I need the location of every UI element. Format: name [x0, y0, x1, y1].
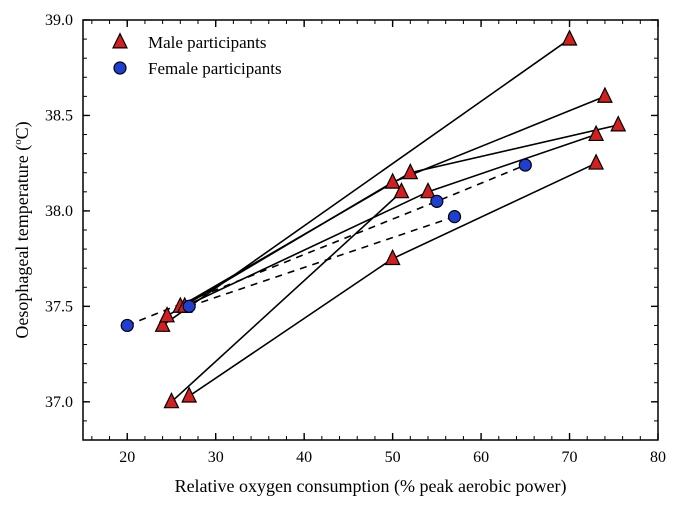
- x-tick-label: 50: [385, 449, 401, 466]
- y-tick-label: 39.0: [45, 12, 73, 29]
- x-axis-label: Relative oxygen consumption (% peak aero…: [175, 476, 567, 497]
- x-tick-label: 80: [650, 449, 666, 466]
- y-axis-label: Oesophageal temperature (oC): [12, 121, 33, 338]
- y-tick-label: 38.0: [45, 203, 73, 220]
- female-marker-circle: [183, 300, 195, 312]
- x-tick-label: 30: [208, 449, 224, 466]
- svg-text:Oesophageal temperature (oC): Oesophageal temperature (oC): [12, 121, 33, 338]
- x-tick-label: 40: [296, 449, 312, 466]
- female-marker-circle: [121, 319, 133, 331]
- female-marker-circle: [114, 62, 126, 74]
- chart-container: 20 30 40 50 60 70 80 37.0 37.5 38.0 38.5 39.0 Relati…: [0, 0, 685, 506]
- y-tick-label: 37.5: [45, 298, 73, 315]
- female-marker-circle: [431, 195, 443, 207]
- y-tick-label: 37.0: [45, 394, 73, 411]
- x-tick-label: 20: [119, 449, 135, 466]
- chart-svg: 20 30 40 50 60 70 80 37.0 37.5 38.0 38.5 39.0 Relati…: [0, 0, 685, 506]
- y-tick-label: 38.5: [45, 107, 73, 124]
- legend-label: Female participants: [148, 59, 282, 78]
- female-marker-circle: [519, 159, 531, 171]
- female-marker-circle: [449, 211, 461, 223]
- legend-label: Male participants: [148, 33, 267, 52]
- x-tick-label: 60: [473, 449, 489, 466]
- x-tick-label: 70: [562, 449, 578, 466]
